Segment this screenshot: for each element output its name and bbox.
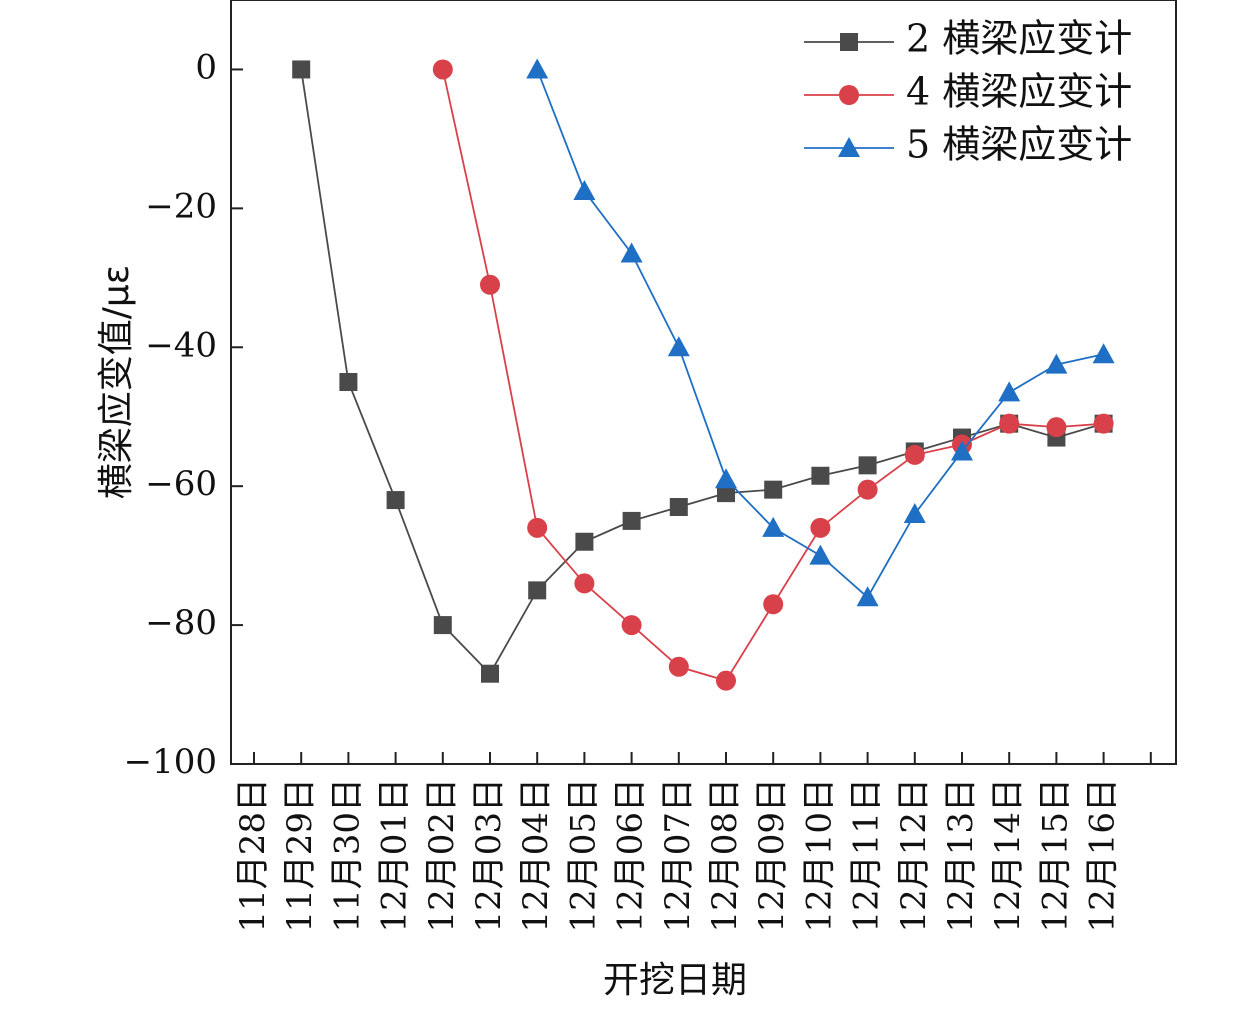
x-axis-title: 开挖日期 [603, 960, 747, 1001]
x-tick-label: 11月29日 [280, 778, 320, 933]
y-tick-label: −40 [145, 325, 217, 365]
data-point [668, 656, 689, 677]
data-point [904, 444, 925, 465]
y-tick-label: −20 [145, 186, 217, 226]
x-tick-label: 11月30日 [327, 778, 367, 933]
x-tick-label: 12月15日 [1035, 778, 1075, 933]
data-point [857, 479, 878, 500]
data-point [339, 373, 358, 391]
series [432, 59, 1114, 691]
data-point [840, 33, 858, 51]
data-point [903, 502, 926, 523]
plot-frame [230, 0, 1177, 765]
x-tick-label: 12月16日 [1083, 778, 1123, 933]
x-tick-label: 12月05日 [563, 778, 603, 933]
series-layer [292, 58, 1115, 691]
data-point [1046, 417, 1067, 438]
data-point [811, 466, 830, 485]
data-point [622, 511, 641, 530]
data-point [386, 491, 405, 510]
data-point [998, 381, 1021, 402]
data-point [1093, 413, 1114, 434]
x-tick-label: 12月01日 [375, 778, 415, 933]
x-tick-label: 12月11日 [847, 778, 887, 933]
y-axis-title: 横梁应变值/με [96, 265, 137, 500]
x-tick-label: 12月13日 [941, 778, 981, 933]
legend-label: 2 横梁应变计 [906, 17, 1132, 61]
data-point [621, 615, 642, 636]
legend-label: 4 横梁应变计 [906, 70, 1132, 114]
y-axis: 0 −20 −40 −60 −80 −100 [124, 47, 243, 782]
y-tick-label: −60 [145, 464, 217, 504]
data-point [526, 58, 549, 79]
x-tick-label: 12月09日 [752, 778, 792, 933]
data-point [856, 586, 879, 607]
x-tick-label: 12月14日 [988, 778, 1028, 933]
legend-item: 4 横梁应变计 [804, 70, 1132, 114]
data-point [717, 484, 735, 503]
data-point [527, 517, 548, 538]
data-point [575, 532, 594, 551]
data-point [292, 60, 311, 79]
data-point [809, 544, 832, 565]
data-point [620, 242, 643, 263]
legend-item: 5 横梁应变计 [804, 123, 1132, 167]
data-point [1045, 353, 1068, 374]
data-point [480, 274, 500, 295]
data-point [574, 573, 595, 594]
series [526, 58, 1115, 607]
x-tick-label: 12月04日 [516, 778, 556, 933]
data-point [667, 336, 690, 357]
data-point [433, 616, 452, 635]
data-point [999, 413, 1020, 434]
legend: 2 横梁应变计 4 横梁应变计 5 横梁应变计 [804, 17, 1132, 167]
x-tick-label: 12月06日 [611, 778, 651, 933]
legend-label: 5 横梁应变计 [906, 123, 1132, 167]
data-point [715, 468, 737, 489]
data-point [716, 670, 736, 691]
data-point [810, 517, 831, 538]
legend-item: 2 横梁应变计 [804, 17, 1132, 61]
x-tick-label: 12月08日 [705, 778, 745, 933]
data-point [432, 59, 453, 80]
data-point [528, 581, 547, 600]
x-tick-label: 11月28日 [233, 778, 273, 933]
x-tick-label: 12月02日 [422, 778, 462, 933]
data-point [839, 85, 859, 105]
y-tick-label: 0 [195, 47, 217, 87]
data-point [573, 180, 596, 200]
x-tick-label: 12月12日 [894, 778, 934, 933]
data-point [951, 440, 973, 461]
data-point [481, 664, 499, 683]
y-tick-label: −80 [145, 603, 217, 643]
x-tick-label: 12月10日 [799, 778, 839, 933]
x-axis: 11月28日 11月29日 11月30日 12月01日 12月02日 12月03日 12月0… [233, 752, 1152, 933]
data-point [762, 516, 785, 537]
data-point [669, 498, 688, 517]
data-point [1092, 343, 1115, 364]
data-point [858, 456, 877, 475]
data-point [838, 137, 860, 157]
x-tick-label: 12月03日 [469, 778, 509, 933]
data-point [764, 480, 783, 499]
y-tick-label: −100 [124, 742, 217, 782]
data-point [763, 594, 784, 615]
x-tick-label: 12月07日 [658, 778, 698, 933]
